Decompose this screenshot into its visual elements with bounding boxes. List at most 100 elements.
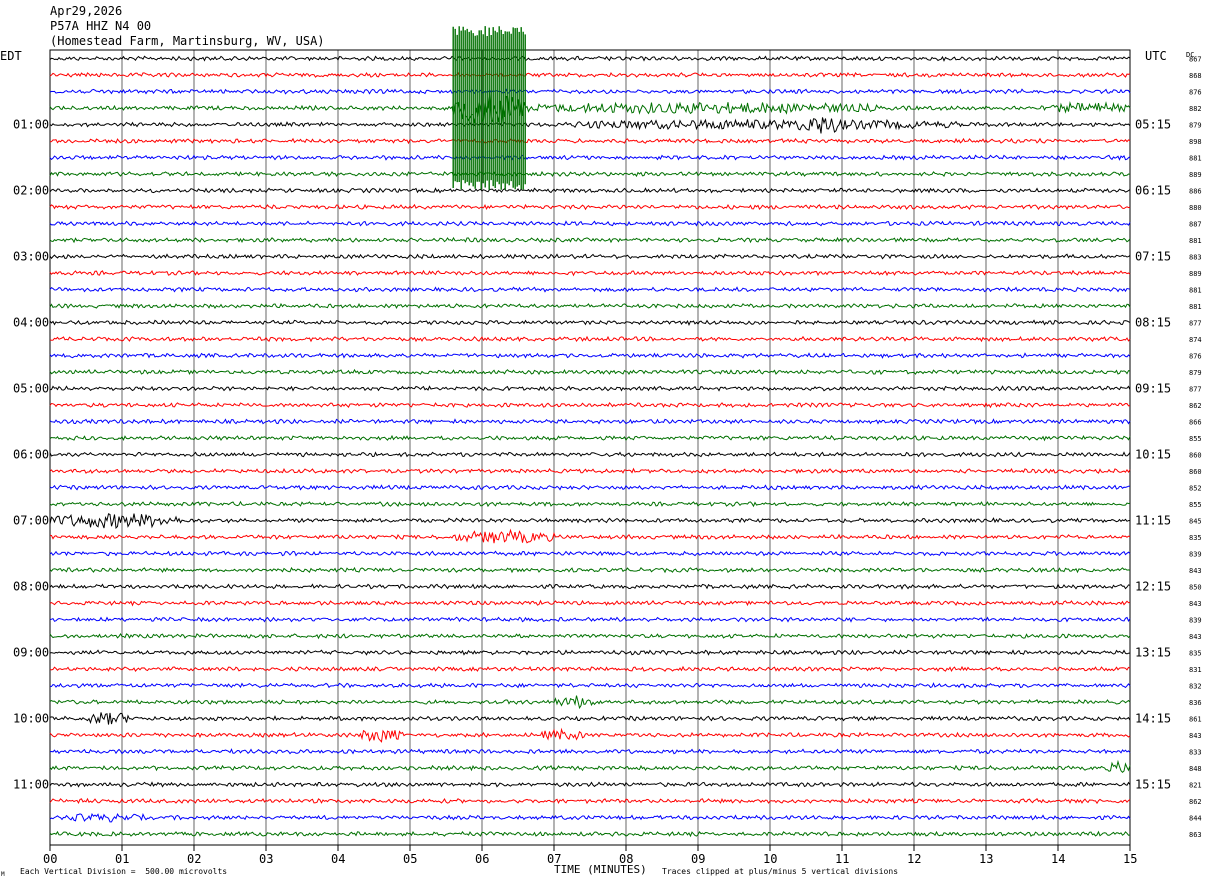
dc-offset-label: 844 — [1189, 815, 1202, 823]
trace-34 — [49, 616, 1131, 623]
axis-labels: EDT UTC DC TIME (MINUTES) 00 01 02 03 04 05 06… — [0, 49, 1202, 876]
trace-17 — [49, 335, 1131, 343]
trace-26 — [49, 484, 1131, 491]
trace-31 — [49, 566, 1131, 574]
trace-37 — [49, 665, 1131, 673]
dc-offset-label: 886 — [1189, 188, 1202, 196]
dc-offset-label: 860 — [1189, 452, 1202, 460]
header-station: P57A HHZ N4 00 — [50, 19, 152, 33]
right-hour-label: 11:15 — [1135, 514, 1171, 528]
dc-offset-label: 852 — [1189, 485, 1202, 493]
header-location: (Homestead Farm, Martinsburg, WV, USA) — [50, 34, 325, 48]
x-tick-label: 12 — [907, 852, 921, 866]
dc-offset-label: 835 — [1189, 650, 1202, 658]
scale-note: Each Vertical Division = 500.00 microvol… — [20, 867, 228, 876]
dc-offset-label: 883 — [1189, 254, 1202, 262]
left-hour-label: 05:00 — [13, 382, 49, 396]
right-hour-label: 15:15 — [1135, 778, 1171, 792]
left-hour-label: 04:00 — [13, 316, 49, 330]
dc-offset-label: 855 — [1189, 501, 1202, 509]
dc-offset-label: 867 — [1189, 56, 1202, 64]
trace-18 — [49, 352, 1131, 359]
trace-20 — [49, 385, 1131, 392]
dc-offset-label: 866 — [1189, 419, 1202, 427]
left-hour-label: 02:00 — [13, 184, 49, 198]
dc-offset-label: 836 — [1189, 699, 1202, 707]
trace-44 — [49, 781, 1131, 788]
dc-offset-label: 880 — [1189, 204, 1202, 212]
dc-offset-label: 855 — [1189, 435, 1202, 443]
dc-offset-label: 850 — [1189, 584, 1202, 592]
trace-12 — [49, 253, 1131, 260]
dc-offset-label: 879 — [1189, 122, 1202, 130]
trace-35 — [49, 632, 1131, 640]
dc-offset-label: 879 — [1189, 369, 1202, 377]
trace-11 — [49, 236, 1131, 244]
dc-offset-label: 843 — [1189, 567, 1202, 575]
time-grid — [49, 49, 1131, 851]
trace-47 — [49, 830, 1131, 838]
dc-offset-label: 861 — [1189, 716, 1202, 724]
dc-offset-label: 876 — [1189, 353, 1202, 361]
trace-27 — [49, 500, 1131, 508]
dc-offset-label: 821 — [1189, 782, 1202, 790]
dc-offset-label: 882 — [1189, 105, 1202, 113]
right-hour-label: 05:15 — [1135, 118, 1171, 132]
trace-9 — [49, 203, 1131, 211]
dc-offset-label: 832 — [1189, 683, 1202, 691]
header-date: Apr29,2026 — [50, 4, 123, 18]
trace-36 — [49, 649, 1131, 656]
trace-1 — [49, 71, 1131, 78]
x-tick-label: 11 — [835, 852, 849, 866]
dc-offset-label: 881 — [1189, 287, 1202, 295]
x-tick-label: 03 — [259, 852, 273, 866]
trace-19 — [49, 368, 1131, 376]
dc-offset-label: 843 — [1189, 633, 1202, 641]
corner-mark: M — [1, 871, 5, 878]
dc-offset-label: 881 — [1189, 237, 1202, 245]
trace-39 — [49, 695, 1131, 710]
dc-offset-label: 831 — [1189, 666, 1202, 674]
trace-30 — [49, 550, 1131, 557]
dc-offset-label: 848 — [1189, 765, 1202, 773]
plot-frame — [49, 49, 1131, 846]
x-tick-label: 13 — [979, 852, 993, 866]
dc-offset-label: 881 — [1189, 155, 1202, 163]
trace-6 — [49, 154, 1131, 161]
dc-offset-label: 898 — [1189, 138, 1202, 146]
dc-offset-label: 839 — [1189, 617, 1202, 625]
trace-10 — [49, 220, 1131, 227]
trace-13 — [49, 269, 1131, 277]
x-tick-label: 05 — [403, 852, 417, 866]
trace-3 — [49, 90, 1131, 125]
trace-23 — [49, 434, 1131, 442]
left-axis-label: EDT — [0, 49, 22, 63]
dc-offset-label: 843 — [1189, 732, 1202, 740]
dc-label: DC — [1186, 51, 1194, 59]
dc-offset-label: 881 — [1189, 303, 1202, 311]
dc-offset-label: 889 — [1189, 171, 1202, 179]
dc-offset-label: 862 — [1189, 798, 1202, 806]
right-axis-label: UTC — [1145, 49, 1167, 63]
left-hour-label: 10:00 — [13, 712, 49, 726]
right-hour-label: 08:15 — [1135, 316, 1171, 330]
trace-22 — [49, 418, 1131, 425]
dc-offset-label: 839 — [1189, 551, 1202, 559]
dc-offset-label: 877 — [1189, 386, 1202, 394]
left-hour-label: 06:00 — [13, 448, 49, 462]
x-axis-title: TIME (MINUTES) — [554, 863, 647, 876]
trace-0 — [49, 55, 1131, 62]
dc-offset-label: 887 — [1189, 221, 1202, 229]
x-tick-label: 04 — [331, 852, 345, 866]
trace-4 — [49, 117, 1131, 134]
trace-28 — [49, 513, 1131, 529]
right-hour-label: 06:15 — [1135, 184, 1171, 198]
dc-offset-label: 843 — [1189, 600, 1202, 608]
seismic-traces — [49, 26, 1131, 838]
left-hour-label: 09:00 — [13, 646, 49, 660]
trace-21 — [49, 402, 1131, 409]
trace-2 — [49, 88, 1131, 95]
trace-45 — [49, 797, 1131, 805]
dc-offset-label: 874 — [1189, 336, 1202, 344]
